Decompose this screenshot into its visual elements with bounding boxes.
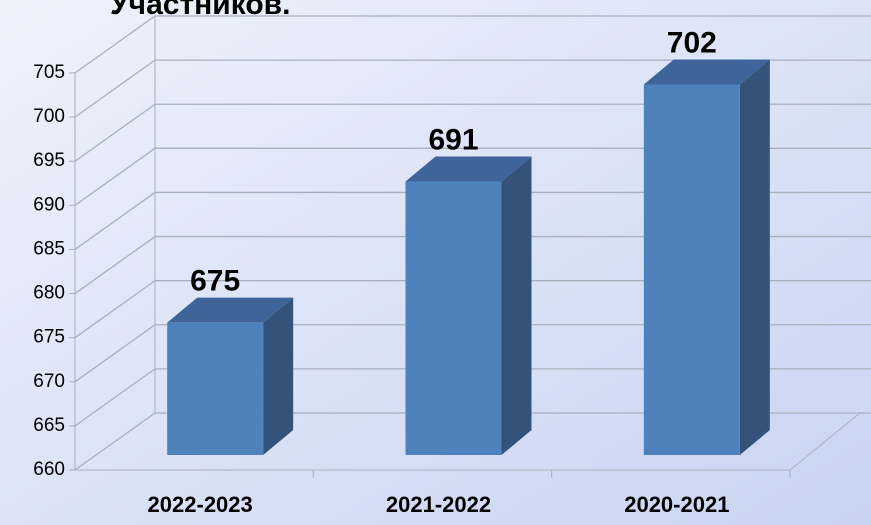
grid-line [74,15,871,74]
grid-line [74,235,871,295]
y-tick-label: 690 [33,194,65,215]
grid-line [74,103,871,162]
bar-side [263,297,294,455]
bar-side [501,156,532,455]
bar [167,297,294,455]
bar [405,156,532,455]
grid-line [74,191,871,250]
value-label: 675 [190,265,240,298]
x-tick-label: 2021-2022 [386,492,491,517]
bar-top [643,59,770,85]
grid-line [74,324,871,383]
bar-top [405,156,532,182]
grid-line [74,368,871,427]
y-tick-label: 695 [33,150,65,171]
grid-line [74,147,871,206]
y-tick-label: 660 [33,459,65,480]
grid-line [74,412,871,471]
bar-front [643,84,740,455]
chart-title: Участников. [110,0,290,21]
x-tick-label: 2020-2021 [624,492,729,517]
bar-side [739,59,770,455]
y-tick-label: 685 [33,238,65,259]
y-tick-label: 675 [33,327,65,348]
bar-front [405,181,502,455]
x-tick-label: 2022-2023 [148,492,253,517]
grid-line [74,280,871,339]
value-label: 691 [428,123,478,156]
bar [643,59,770,455]
value-label: 702 [667,26,717,59]
y-tick-label: 700 [33,106,65,127]
y-tick-label: 680 [33,283,65,304]
y-tick-label: 705 [33,62,65,83]
y-tick-label: 670 [33,371,65,392]
bar-front [167,322,264,455]
bar-top [167,297,294,323]
grid-line [74,59,871,118]
y-tick-label: 665 [33,415,65,436]
